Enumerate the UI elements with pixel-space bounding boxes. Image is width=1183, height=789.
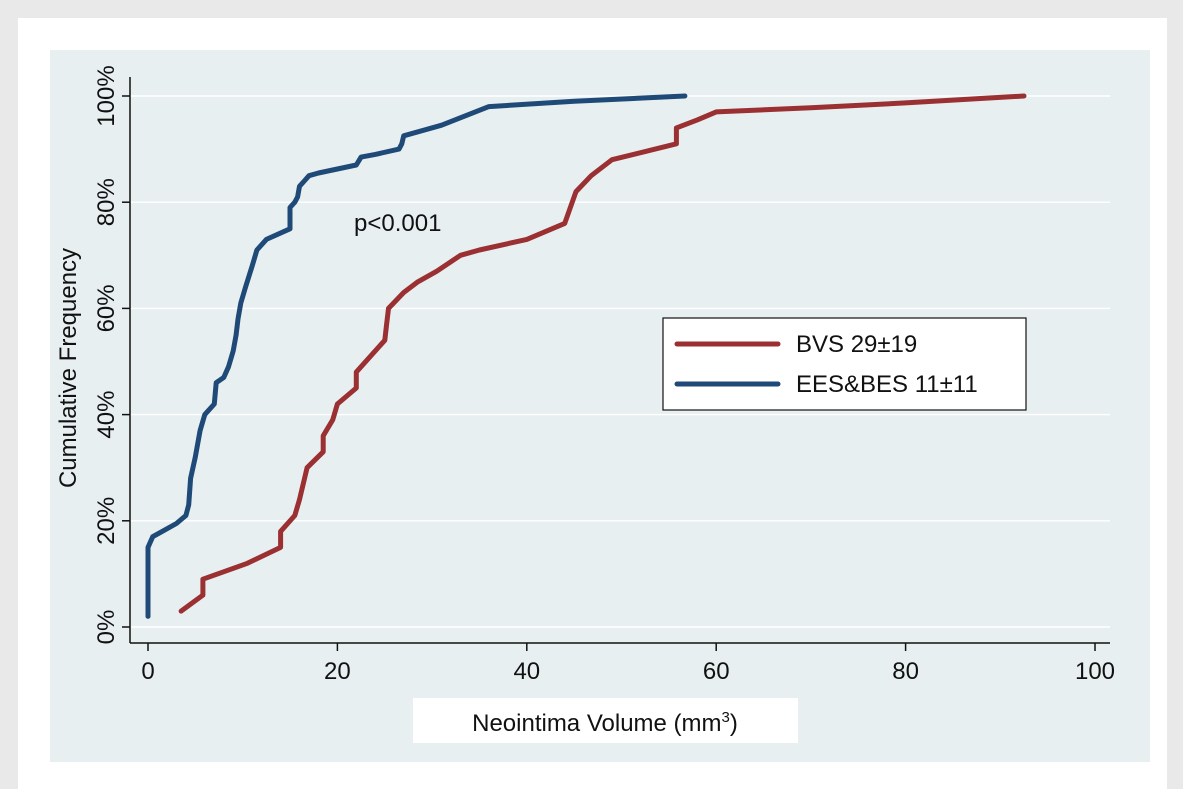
x-axis-label-text: Neointima Volume (mm bbox=[472, 710, 721, 737]
x-tick-label: 0 bbox=[141, 658, 154, 685]
x-tick-label: 20 bbox=[324, 658, 351, 685]
x-ticks: 0 20 40 60 80 100 bbox=[141, 643, 1115, 685]
cumulative-frequency-chart: 0% 20% 40% 60% 80% 100% 0 20 40 60 80 100 Cumulati… bbox=[50, 50, 1150, 762]
p-value-annotation: p<0.001 bbox=[354, 210, 441, 237]
series-lines bbox=[145, 93, 1027, 619]
legend: BVS 29±19 EES&BES 11±11 bbox=[662, 317, 1027, 411]
y-tick-label: 60% bbox=[93, 284, 120, 332]
legend-box bbox=[662, 317, 1027, 411]
legend-label-ees-bes: EES&BES 11±11 bbox=[796, 371, 978, 398]
y-tick-label: 0% bbox=[93, 610, 120, 645]
x-axis-label-close: ) bbox=[730, 710, 738, 737]
x-axis-label-superscript: 3 bbox=[722, 709, 730, 726]
x-axis-label-box bbox=[413, 698, 798, 743]
x-tick-label: 100 bbox=[1075, 658, 1115, 685]
legend-label-bvs: BVS 29±19 bbox=[796, 331, 917, 358]
x-tick-label: 40 bbox=[513, 658, 540, 685]
series-line-bvs bbox=[178, 93, 1027, 614]
y-tick-label: 20% bbox=[93, 497, 120, 545]
y-ticks: 0% 20% 40% 60% 80% 100% bbox=[93, 65, 130, 644]
x-axis-label: Neointima Volume (mm3) bbox=[472, 709, 738, 737]
x-tick-label: 60 bbox=[703, 658, 730, 685]
x-tick-label: 80 bbox=[892, 658, 919, 685]
y-axis-label: Cumulative Frequency bbox=[55, 248, 82, 488]
y-tick-label: 80% bbox=[93, 178, 120, 226]
y-tick-label: 100% bbox=[93, 65, 120, 126]
series-line-ees-bes bbox=[145, 93, 688, 619]
figure-frame: 0% 20% 40% 60% 80% 100% 0 20 40 60 80 100 Cumulati… bbox=[18, 18, 1167, 789]
axes bbox=[129, 77, 1110, 644]
y-tick-label: 40% bbox=[93, 391, 120, 439]
